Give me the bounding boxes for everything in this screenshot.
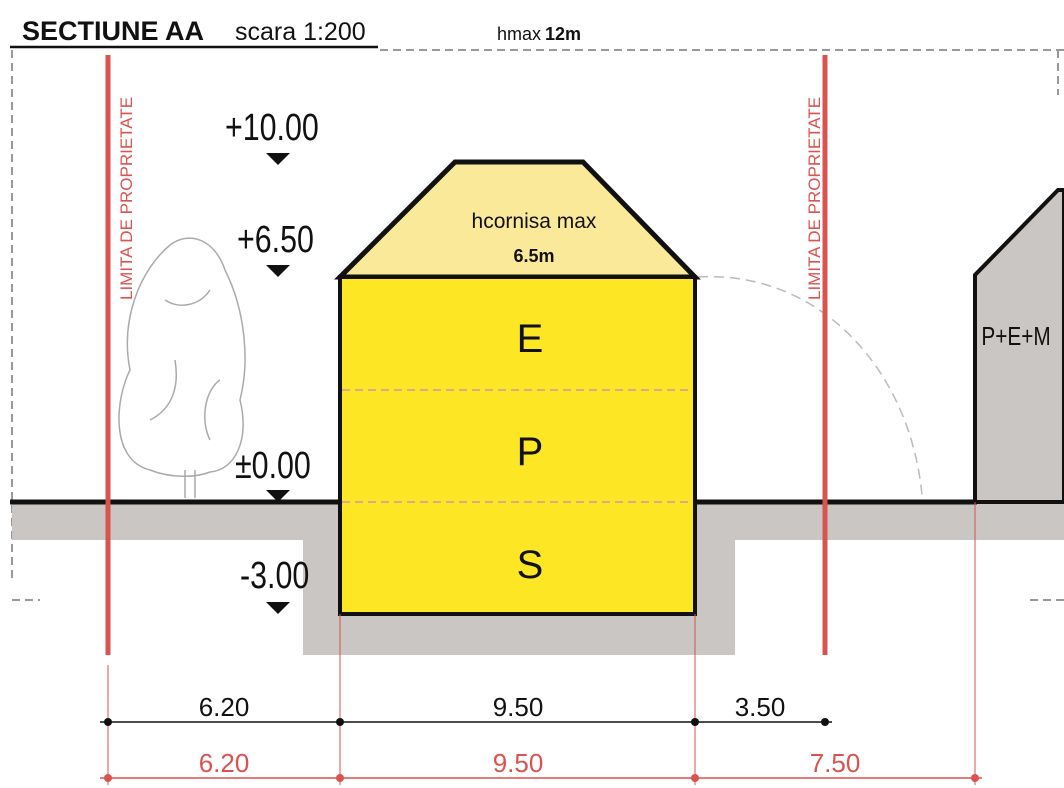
frame xyxy=(11,49,1064,601)
dimension-label: 9.50 xyxy=(493,748,544,778)
tree xyxy=(118,237,246,498)
level-label: +10.00 xyxy=(225,107,319,149)
scale: scara 1:200 xyxy=(235,18,366,46)
dimension-label: 7.50 xyxy=(810,748,861,778)
dimension-label: 6.20 xyxy=(199,692,250,722)
floor-label: P xyxy=(517,430,544,474)
level-label: ±0.00 xyxy=(235,445,311,487)
arc xyxy=(697,275,923,496)
dimension-label: 9.50 xyxy=(493,692,544,722)
hmax-label: hmax xyxy=(497,24,541,44)
floor-label: S xyxy=(517,543,544,587)
dim-dot xyxy=(336,718,344,726)
levels: +10.00 +6.50 ±0.00 -3.00 xyxy=(225,107,319,614)
level-marker xyxy=(266,490,290,502)
neighbor-label: P+E+M xyxy=(981,322,1050,351)
level-marker xyxy=(266,153,290,165)
roof-label: hcornisa max xyxy=(472,210,597,233)
dim-dot xyxy=(104,718,112,726)
neighbor-building xyxy=(973,188,1064,504)
level-label: -3.00 xyxy=(240,555,309,597)
level-label: +6.50 xyxy=(237,219,314,261)
dim-dot xyxy=(104,774,112,782)
level-marker xyxy=(266,602,290,614)
dimension-label: 3.50 xyxy=(735,692,786,722)
level-marker xyxy=(266,265,290,277)
limit-label: LIMITA DE PROPRIETATE xyxy=(805,97,824,300)
hmax-value: 12m xyxy=(545,24,581,44)
building xyxy=(338,275,697,616)
title: SECTIUNE AA xyxy=(22,16,204,46)
limit-label: LIMITA DE PROPRIETATE xyxy=(117,97,136,300)
roof-value: 6.5m xyxy=(513,246,554,266)
dim-dot xyxy=(336,774,344,782)
dimension-label: 6.20 xyxy=(199,748,250,778)
dim-dot xyxy=(691,774,699,782)
floor-label: E xyxy=(517,317,544,361)
dimensions: 6.20 9.50 3.50 6.20 9.50 7.50 xyxy=(100,502,982,785)
dim-dot xyxy=(691,718,699,726)
dim-dot xyxy=(821,718,829,726)
dim-dot xyxy=(971,774,979,782)
